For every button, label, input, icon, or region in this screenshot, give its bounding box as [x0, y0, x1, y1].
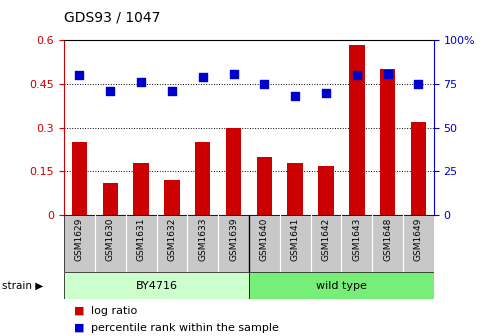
Text: ■: ■ — [74, 306, 84, 316]
Bar — [349, 45, 364, 215]
Bar — [64, 272, 249, 299]
Point — [168, 88, 176, 94]
Point — [415, 81, 423, 87]
Text: GSM1643: GSM1643 — [352, 218, 361, 261]
Point — [106, 88, 114, 94]
Point — [199, 74, 207, 80]
Text: GSM1630: GSM1630 — [106, 218, 115, 261]
Bar — [380, 70, 395, 215]
Point — [291, 93, 299, 99]
Text: GSM1642: GSM1642 — [321, 218, 330, 261]
Text: GSM1631: GSM1631 — [137, 218, 145, 261]
Bar — [72, 142, 87, 215]
Point — [137, 80, 145, 85]
Text: strain ▶: strain ▶ — [2, 281, 44, 291]
Text: GSM1633: GSM1633 — [198, 218, 207, 261]
Bar — [164, 180, 179, 215]
Bar — [103, 183, 118, 215]
Text: GSM1639: GSM1639 — [229, 218, 238, 261]
Point — [75, 73, 83, 78]
Bar — [257, 157, 272, 215]
Text: GDS93 / 1047: GDS93 / 1047 — [64, 10, 160, 24]
Text: GSM1640: GSM1640 — [260, 218, 269, 261]
Text: ■: ■ — [74, 323, 84, 333]
Text: wild type: wild type — [316, 281, 367, 291]
Bar — [134, 163, 149, 215]
Text: GSM1649: GSM1649 — [414, 218, 423, 261]
Bar — [195, 142, 211, 215]
Text: GSM1648: GSM1648 — [383, 218, 392, 261]
Point — [230, 71, 238, 76]
Bar — [249, 272, 434, 299]
Text: BY4716: BY4716 — [136, 281, 177, 291]
Text: percentile rank within the sample: percentile rank within the sample — [91, 323, 279, 333]
Text: GSM1632: GSM1632 — [168, 218, 176, 261]
Bar — [287, 163, 303, 215]
Bar — [226, 128, 241, 215]
Text: log ratio: log ratio — [91, 306, 138, 316]
Point — [260, 81, 268, 87]
Bar — [411, 122, 426, 215]
Point — [322, 90, 330, 95]
Bar — [318, 166, 334, 215]
Text: GSM1641: GSM1641 — [291, 218, 300, 261]
Point — [384, 71, 391, 76]
Text: GSM1629: GSM1629 — [75, 218, 84, 261]
Point — [353, 73, 361, 78]
